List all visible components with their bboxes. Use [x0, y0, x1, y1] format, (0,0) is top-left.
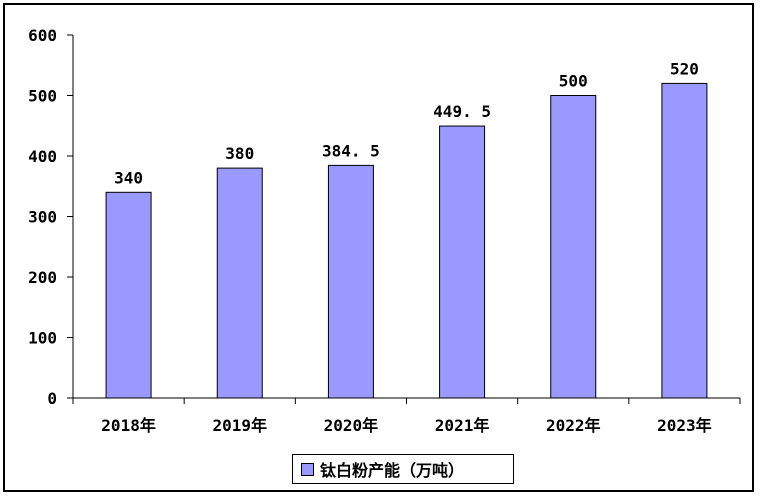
bar-0 — [105, 191, 152, 399]
bar-3 — [439, 125, 486, 399]
labels-layer: 340 380 384. 5 449. 5 500 520 0 100 200 300 400 500… — [28, 26, 712, 435]
legend: 钛白粉产能（万吨） — [292, 454, 514, 484]
legend-swatch — [301, 462, 314, 476]
y-tick-label-2: 200 — [28, 268, 57, 287]
bar-2 — [327, 164, 374, 399]
data-label-4: 500 — [559, 72, 588, 91]
y-tick-label-5: 500 — [28, 87, 57, 106]
y-tick-label-6: 600 — [28, 26, 57, 45]
bars-layer — [105, 82, 708, 399]
y-tick-label-1: 100 — [28, 329, 57, 348]
x-tick-label-0: 2018年 — [101, 416, 156, 435]
x-tick-label-3: 2021年 — [435, 416, 490, 435]
x-tick-label-5: 2023年 — [657, 416, 712, 435]
y-tick-label-4: 400 — [28, 147, 57, 166]
data-label-1: 380 — [225, 144, 254, 163]
y-tick-label-0: 0 — [47, 389, 57, 408]
x-tick-label-2: 2020年 — [324, 416, 379, 435]
bar-1 — [216, 167, 263, 399]
data-label-0: 340 — [114, 168, 143, 187]
axes-layer — [67, 34, 741, 404]
x-tick-label-1: 2019年 — [212, 416, 267, 435]
data-label-3: 449. 5 — [433, 102, 491, 121]
y-tick-label-3: 300 — [28, 208, 57, 227]
bar-5 — [661, 82, 708, 399]
x-tick-label-4: 2022年 — [546, 416, 601, 435]
legend-label: 钛白粉产能（万吨） — [320, 461, 465, 480]
data-label-5: 520 — [670, 59, 699, 78]
data-label-2: 384. 5 — [322, 141, 380, 160]
bar-4 — [550, 95, 597, 399]
